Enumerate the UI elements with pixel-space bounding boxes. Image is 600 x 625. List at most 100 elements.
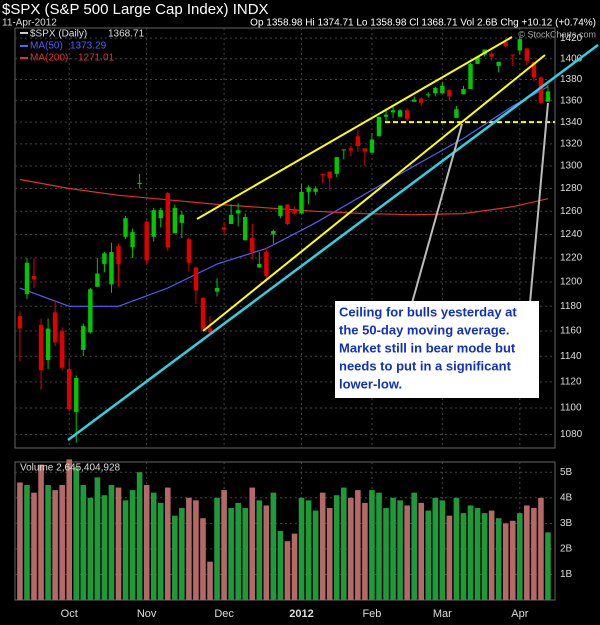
volume-bar: [179, 508, 185, 600]
volume-bar: [531, 508, 537, 600]
trend-line: [202, 54, 546, 332]
x-tick-label: Dec: [214, 608, 234, 620]
volume-bar: [312, 510, 319, 600]
volume-bar: [263, 505, 270, 600]
candle-body: [327, 171, 332, 179]
volume-bar: [369, 490, 375, 600]
volume-bar: [221, 490, 227, 600]
candle-body: [517, 39, 522, 51]
candle-body: [123, 218, 128, 237]
candle-body: [130, 232, 135, 248]
y-tick-label: 2B: [560, 544, 573, 555]
chart-title: $SPX (S&P 500 Large Cap Index) INDX: [2, 1, 269, 18]
volume-bar: [235, 502, 241, 600]
candle-body: [207, 328, 213, 333]
candle-body: [250, 237, 255, 253]
candle-body: [503, 42, 508, 47]
candle-body: [419, 98, 424, 103]
candle-body: [172, 207, 178, 234]
candle-body: [95, 273, 100, 287]
candle-body: [348, 148, 354, 151]
candle-body: [151, 210, 156, 237]
candle-body: [510, 54, 515, 56]
annotation-text: Ceiling for bulls yesterday at: [339, 304, 517, 319]
candle-body: [158, 210, 163, 219]
candle-body: [52, 312, 58, 343]
candle-body: [235, 210, 241, 214]
y-tick-label: 1180: [560, 301, 582, 312]
candle-body: [538, 77, 544, 103]
candle-body: [81, 326, 86, 350]
x-tick-label: Mar: [433, 608, 452, 620]
candle-body: [531, 61, 537, 78]
volume-bar: [200, 518, 206, 600]
y-tick-label: 1100: [560, 403, 582, 414]
volume-bar: [502, 523, 509, 600]
volume-bar: [474, 508, 481, 600]
y-tick-label: 1200: [560, 277, 583, 288]
x-tick-label: Feb: [362, 608, 381, 620]
volume-bar: [214, 497, 220, 600]
candle-body: [31, 275, 37, 280]
candle-body: [341, 149, 346, 151]
volume-bar: [495, 518, 502, 600]
candle-body: [355, 136, 361, 147]
candle-body: [116, 246, 121, 264]
candle-body: [440, 85, 445, 94]
x-tick-label: Nov: [137, 608, 157, 620]
volume-bar: [481, 513, 488, 600]
volume-bar: [545, 532, 551, 600]
volume-bar: [108, 485, 115, 600]
volume-bar: [242, 508, 249, 600]
volume-bar: [488, 510, 495, 600]
y-tick-label: 1160: [560, 326, 582, 337]
candle-body: [390, 110, 396, 113]
candle-body: [200, 297, 206, 330]
volume-bar: [256, 500, 263, 600]
legend-swatch: [20, 32, 28, 34]
y-tick-label: 1260: [560, 206, 583, 217]
legend-value: 1368.71: [108, 29, 145, 40]
x-tick-label: Apr: [511, 608, 528, 620]
y-tick-label: 1B: [560, 569, 573, 580]
volume-bar: [524, 505, 530, 600]
y-tick-label: 1300: [560, 161, 583, 172]
y-tick-label: 1280: [560, 183, 583, 194]
volume-bar: [172, 515, 178, 600]
volume-bar: [59, 485, 65, 600]
candle-body: [334, 157, 339, 174]
y-tick-label: 1380: [560, 74, 583, 85]
legend-label: MA(200): [30, 53, 68, 64]
candle-body: [320, 173, 325, 175]
price-panel: [14, 27, 556, 449]
candle-body: [264, 252, 269, 276]
candle-body: [228, 214, 234, 224]
trend-line: [67, 43, 599, 442]
volume-bar: [319, 492, 326, 600]
annotation-box: [335, 301, 539, 398]
candle-body: [524, 48, 530, 61]
y-tick-label: 1240: [560, 229, 583, 240]
volume-bar: [418, 502, 425, 600]
candle-body: [193, 267, 199, 291]
candle-body: [362, 148, 368, 152]
moving-average: [19, 178, 549, 216]
volume-bar: [460, 513, 467, 600]
annotation-text: Market still in bear mode but: [339, 340, 516, 355]
volume-bar: [270, 492, 277, 600]
volume-bar: [404, 505, 410, 600]
pointer-line: [411, 123, 463, 304]
volume-bar: [333, 495, 340, 600]
volume-bar: [439, 500, 446, 600]
candle-body: [447, 90, 452, 97]
y-tick-label: 1340: [560, 117, 583, 128]
candle-body: [313, 188, 318, 192]
legend-label: $SPX (Daily): [30, 29, 87, 40]
volume-title: Volume 2,645,404,928: [20, 463, 121, 474]
y-tick-label: 1320: [560, 139, 583, 150]
legend-value: 1271.01: [78, 53, 115, 64]
candle-body: [67, 368, 72, 410]
volume-bar: [66, 459, 73, 600]
